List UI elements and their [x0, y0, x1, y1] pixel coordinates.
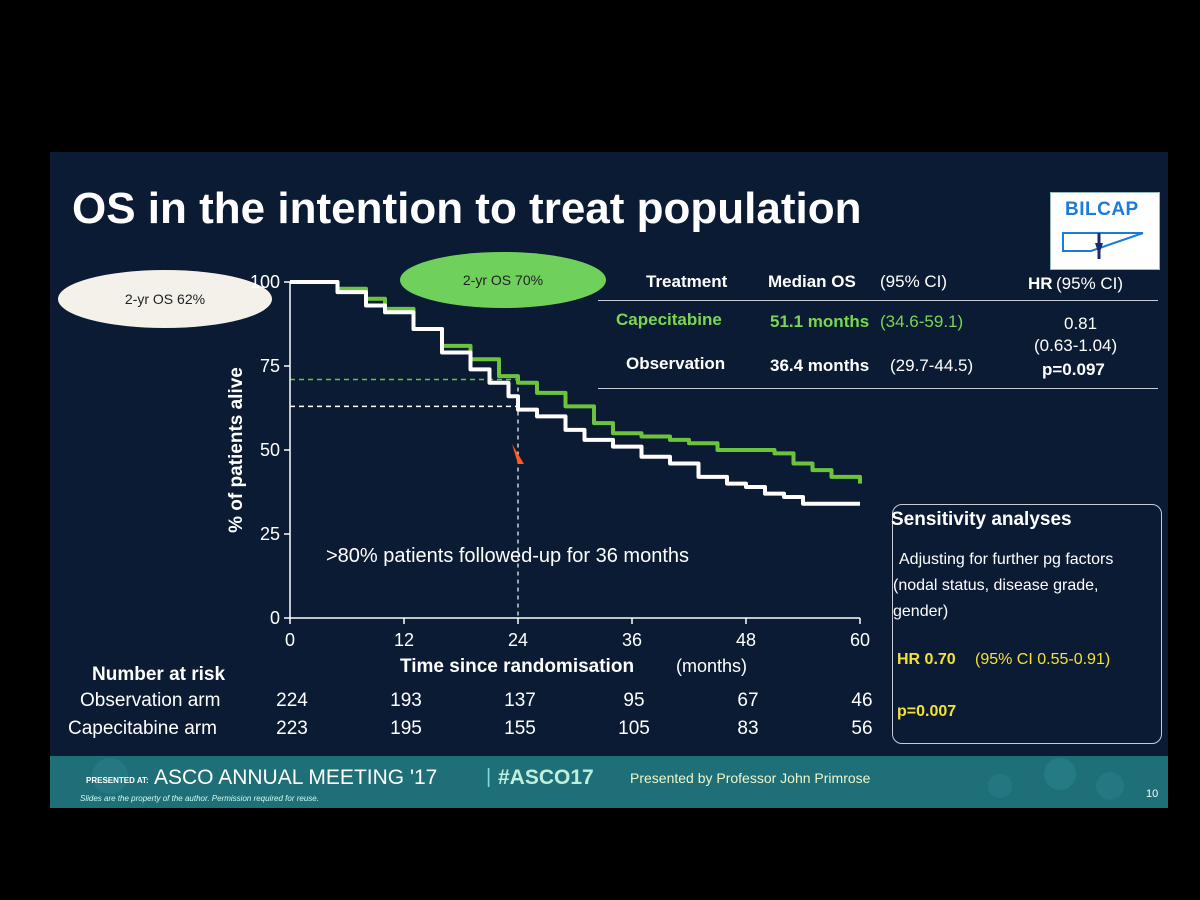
followup-annotation: >80% patients followed-up for 36 months [326, 545, 689, 567]
slide-title: OS in the intention to treat population [72, 184, 862, 233]
x-tick-label: 24 [508, 630, 528, 650]
risk-value: 195 [390, 718, 422, 739]
results-table: Treatment Median OS (95% CI) HR (95% CI)… [598, 262, 1158, 402]
risk-value: 224 [276, 690, 308, 711]
callout-observation-2yr-os: 2-yr OS 62% [58, 270, 272, 328]
risk-row-observation-label: Observation arm [80, 690, 221, 711]
hr-value: 0.81 [1064, 314, 1098, 333]
number-at-risk-title: Number at risk [92, 664, 226, 685]
footer-disclaimer: Slides are the property of the author. P… [80, 794, 319, 803]
risk-value: 46 [851, 690, 873, 711]
sensitivity-line-3: gender) [893, 603, 949, 620]
x-tick-label: 0 [285, 630, 295, 650]
risk-value: 137 [504, 690, 536, 711]
footer-meeting: ASCO ANNUAL MEETING '17 [154, 766, 438, 789]
sensitivity-line-1: Adjusting for further pg factors [899, 551, 1114, 568]
risk-value: 56 [851, 718, 873, 739]
y-tick-label: 75 [260, 356, 280, 376]
x-axis-unit: (months) [676, 656, 747, 676]
km-chart: 0 12 24 36 48 60 0 25 50 75 100 >80% patients foll… [226, 272, 870, 677]
risk-row-capecitabine-label: Capecitabine arm [68, 718, 217, 739]
sensitivity-line-2: (nodal status, disease grade, [893, 577, 1099, 594]
header-hr-ci: (95% CI) [1056, 274, 1124, 293]
callout-capecitabine-2yr-os: 2-yr OS 70% [400, 252, 606, 308]
p-value: p=0.097 [1042, 360, 1105, 379]
risk-value: 83 [737, 718, 759, 739]
risk-value: 95 [623, 690, 645, 711]
x-tick-label: 48 [736, 630, 756, 650]
risk-value: 193 [390, 690, 422, 711]
risk-value: 155 [504, 718, 536, 739]
row-capecitabine-treatment: Capecitabine [616, 310, 722, 329]
footer-separator: | [486, 766, 492, 788]
row-observation-median: 36.4 months [770, 356, 870, 375]
risk-value: 105 [618, 718, 650, 739]
header-treatment: Treatment [646, 272, 728, 291]
x-tick-label: 12 [394, 630, 414, 650]
risk-value: 67 [737, 690, 759, 711]
table-divider-bottom [598, 388, 1158, 389]
y-tick-label: 0 [270, 608, 280, 628]
pointer-arrow-icon [512, 444, 524, 464]
sensitivity-p-value: p=0.007 [897, 703, 957, 720]
km-curve-capecitabine [290, 280, 862, 484]
slide: OS in the intention to treat population … [50, 152, 1168, 808]
km-curve-observation [290, 280, 860, 506]
footer-bar: PRESENTED AT: ASCO ANNUAL MEETING '17 | … [50, 756, 1168, 808]
logo-graphic-icon [1062, 232, 1144, 259]
sensitivity-hr: HR 0.70 [897, 651, 956, 668]
table-divider-top [598, 300, 1158, 301]
header-median-os-ci: (95% CI) [880, 272, 948, 291]
risk-value: 223 [276, 718, 308, 739]
x-tick-label: 36 [622, 630, 642, 650]
sensitivity-hr-ci: (95% CI 0.55-0.91) [975, 651, 1111, 668]
y-axis-label: % of patients alive [226, 367, 247, 533]
footer-hashtag: #ASCO17 [498, 766, 594, 789]
header-median-os: Median OS [768, 272, 856, 291]
row-capecitabine-median: 51.1 months [770, 312, 870, 331]
bilcap-logo: BILCAP [1050, 192, 1160, 270]
slide-number: 10 [1146, 788, 1159, 800]
row-capecitabine-ci: (34.6-59.1) [880, 312, 964, 331]
footer-decoration-icon [92, 758, 1124, 800]
header-hr: HR [1028, 274, 1053, 293]
logo-text: BILCAP [1065, 199, 1139, 220]
x-tick-label: 60 [850, 630, 870, 650]
row-observation-ci: (29.7-44.5) [890, 356, 974, 375]
footer-presented-at: PRESENTED AT: [86, 776, 149, 785]
y-tick-label: 25 [260, 524, 280, 544]
y-tick-label: 50 [260, 440, 280, 460]
x-axis-label: Time since randomisation [400, 656, 634, 677]
footer-presenter: Presented by Professor John Primrose [630, 770, 871, 786]
sensitivity-box: Sensitivity analyses Adjusting for furth… [891, 504, 1162, 744]
row-observation-treatment: Observation [626, 354, 726, 373]
y-tick-label: 100 [250, 272, 280, 292]
sensitivity-title: Sensitivity analyses [891, 509, 1072, 530]
hr-ci-value: (0.63-1.04) [1034, 336, 1118, 355]
